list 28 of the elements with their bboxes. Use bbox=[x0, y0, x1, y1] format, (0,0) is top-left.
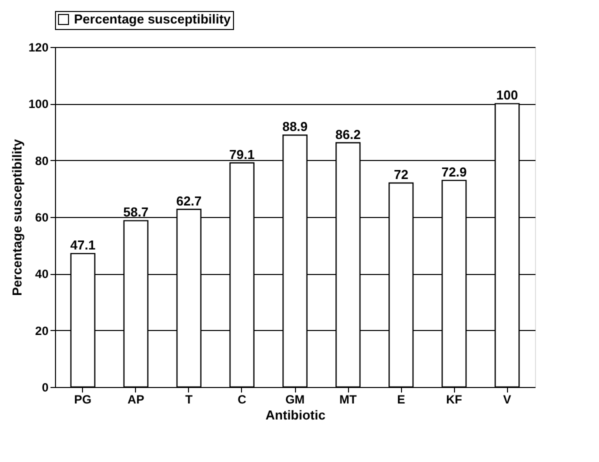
data-label: 88.9 bbox=[282, 119, 308, 134]
data-label: 100 bbox=[496, 88, 518, 103]
x-axis-title: Antibiotic bbox=[266, 408, 326, 422]
y-tick-label: 100 bbox=[28, 97, 49, 112]
x-tick-label: E bbox=[397, 392, 406, 406]
data-label: 72.9 bbox=[441, 164, 467, 180]
x-tick-label: V bbox=[503, 392, 512, 406]
x-tick-label: KF bbox=[446, 392, 462, 406]
data-label: 62.7 bbox=[176, 193, 202, 208]
x-tick-label: AP bbox=[128, 392, 144, 406]
y-tick-label: 40 bbox=[35, 267, 49, 282]
y-tick-label: 60 bbox=[35, 210, 49, 224]
y-tick-label: 20 bbox=[35, 324, 49, 338]
x-tick-label: T bbox=[185, 392, 194, 406]
data-label: 79.1 bbox=[229, 146, 255, 162]
data-label: 58.7 bbox=[123, 204, 149, 220]
data-label: 72 bbox=[394, 167, 408, 182]
x-tick-label: GM bbox=[285, 392, 305, 406]
data-label: 47.1 bbox=[70, 238, 96, 253]
x-tick-label: C bbox=[238, 392, 247, 406]
y-tick-label: 80 bbox=[35, 154, 49, 168]
legend-label: Percentage susceptibility bbox=[74, 12, 232, 26]
data-label: 86.2 bbox=[335, 126, 361, 142]
y-tick-label: 0 bbox=[42, 380, 49, 394]
y-axis-title: Percentage susceptibility bbox=[9, 138, 24, 296]
x-tick-label: MT bbox=[339, 392, 358, 406]
y-tick-label: 120 bbox=[28, 40, 49, 54]
x-tick-label: PG bbox=[74, 392, 92, 406]
